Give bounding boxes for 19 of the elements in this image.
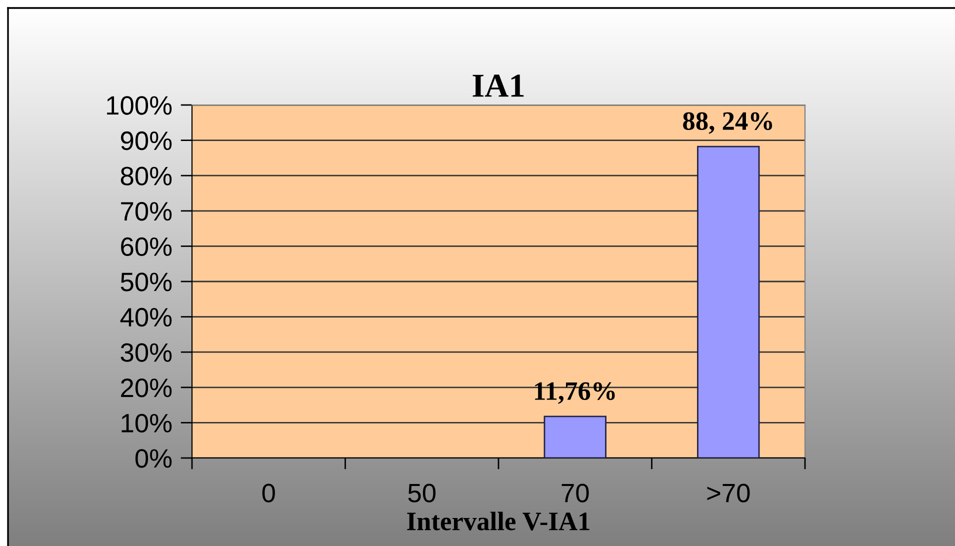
y-tick-label: 50% (120, 272, 172, 292)
data-label: 11,76% (535, 382, 615, 404)
y-tick-label: 40% (120, 308, 172, 327)
y-tick-label: 10% (122, 414, 172, 433)
x-axis-title: Intervalle V-IA1 (407, 512, 590, 530)
y-tick-label: 60% (121, 237, 172, 256)
chart-title: IA1 (472, 74, 524, 97)
x-tick-label: 0 (262, 484, 275, 502)
y-tick-label: 20% (121, 378, 172, 398)
x-tick-label: >70 (707, 484, 750, 502)
x-tick-label: 50 (408, 484, 436, 502)
y-tick-label: 100% (107, 96, 172, 115)
y-tick-label: 80% (120, 166, 172, 186)
y-tick-label: 30% (120, 343, 172, 362)
y-tick-label: 90% (120, 131, 172, 150)
data-label: 88, 24% (683, 112, 772, 134)
x-tick-label: 70 (562, 484, 589, 502)
y-tick-label: 0% (135, 449, 172, 468)
y-tick-label: 70% (121, 202, 172, 221)
